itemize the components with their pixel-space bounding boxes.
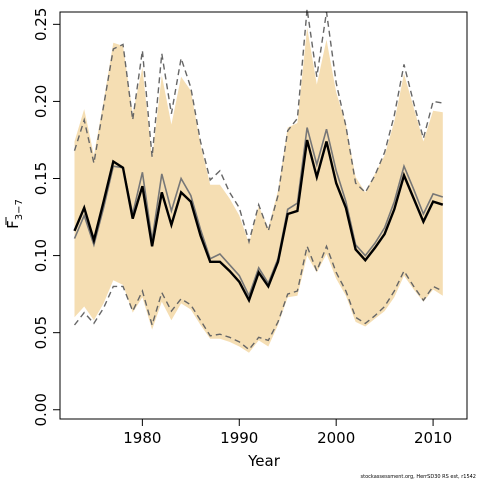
estimate-line (73, 139, 444, 304)
series-line-layer (73, 8, 444, 351)
y-axis-title: F3−7 (4, 199, 25, 229)
y-tick-label: 0.20 (32, 85, 50, 118)
previous-lower-ci-line (73, 243, 444, 351)
y-tick-label: 0.25 (32, 8, 50, 41)
x-tick-label: 2000 (317, 429, 355, 447)
confidence-band (74, 27, 443, 353)
y-axis-title-main: F (4, 220, 22, 229)
x-axis: 1980 1990 2000 2010 (123, 419, 452, 447)
x-tick-label: 1980 (123, 429, 161, 447)
y-tick-label: 0.05 (32, 316, 50, 349)
credit-text: stockassessment.org, HerrSD30 RS est, r1… (361, 474, 476, 480)
previous-estimate-line (73, 127, 444, 298)
plot-frame (59, 11, 468, 420)
x-tick-label: 1990 (220, 429, 258, 447)
confidence-band-layer (74, 27, 443, 353)
svg-text:F3−7: F3−7 (4, 199, 25, 229)
previous-upper-ci-line (73, 8, 443, 245)
y-tick-label: 0.00 (32, 393, 50, 426)
x-axis-title: Year (247, 452, 281, 470)
y-tick-label: 0.15 (32, 162, 50, 195)
y-axis: 0.00 0.05 0.10 0.15 0.20 0.25 (32, 8, 60, 427)
x-tick-label: 2010 (414, 429, 452, 447)
y-tick-label: 0.10 (32, 239, 50, 272)
y-axis-title-subscript: 3−7 (14, 199, 25, 220)
